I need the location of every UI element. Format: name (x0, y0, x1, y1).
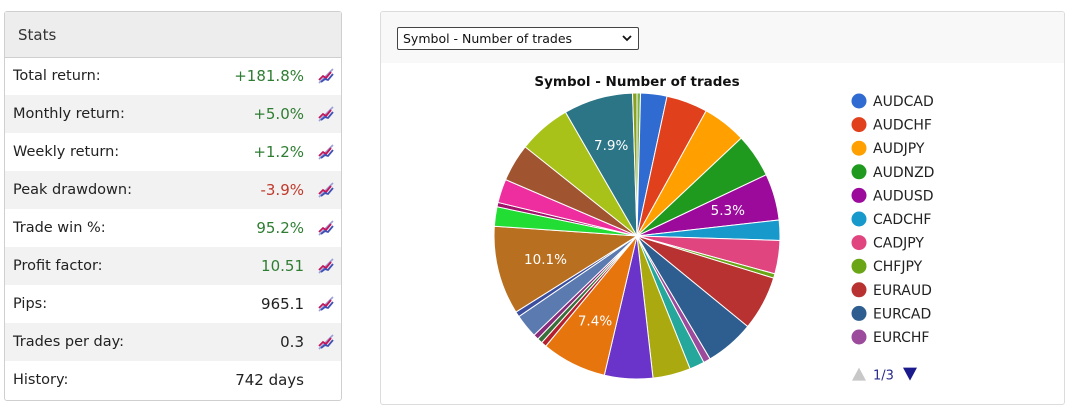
legend-item[interactable]: AUDCHF (851, 117, 932, 134)
legend-page-up-icon[interactable] (852, 367, 866, 381)
stats-title: Stats (18, 25, 57, 44)
chart-icon[interactable] (318, 68, 335, 84)
legend-page-indicator: 1/3 (873, 369, 894, 384)
stat-label: Profit factor: (13, 258, 103, 274)
chart-toolbar: Symbol - Number of trades (381, 12, 1064, 63)
stat-value: 95.2% (256, 219, 304, 237)
legend-label: EURCAD (873, 306, 931, 322)
stat-row: Profit factor: 10.51 (5, 247, 341, 285)
stat-value: +1.2% (253, 143, 304, 161)
legend-swatch (851, 164, 867, 180)
legend-swatch (851, 117, 867, 133)
stat-label: Total return: (13, 68, 101, 84)
legend-label: EURCHF (873, 330, 929, 346)
slice-data-label: 7.4% (578, 314, 612, 330)
stat-value: 10.51 (261, 257, 304, 275)
legend-label: AUDJPY (873, 141, 925, 157)
stat-row: Total return: +181.8% (5, 57, 341, 95)
legend-swatch (851, 282, 867, 298)
chart-icon[interactable] (318, 334, 335, 350)
chart-title: Symbol - Number of trades (534, 74, 739, 90)
chart-panel: Symbol - Number of trades Symbol - Numbe… (380, 11, 1065, 405)
stat-row: Peak drawdown: -3.9% (5, 171, 341, 209)
legend-swatch (851, 258, 867, 274)
legend-item[interactable]: AUDCAD (851, 93, 934, 111)
legend-item[interactable]: EURCAD (851, 305, 932, 323)
legend-label: CADCHF (873, 212, 932, 228)
legend-swatch (851, 329, 867, 345)
stats-header: Stats (5, 12, 341, 58)
stat-label: Monthly return: (13, 106, 125, 122)
chart-icon[interactable] (318, 106, 335, 122)
legend-swatch (851, 235, 867, 251)
slice-data-label: 10.1% (524, 252, 567, 268)
stat-label: Peak drawdown: (13, 182, 132, 198)
chart-type-select[interactable]: Symbol - Number of trades (397, 27, 639, 50)
stat-label: History: (13, 372, 69, 388)
legend-item[interactable]: EURAUD (851, 282, 932, 299)
stat-value: -3.9% (260, 181, 304, 199)
legend-label: AUDNZD (873, 165, 934, 181)
legend-item[interactable]: CADCHF (851, 211, 932, 229)
stat-value: 965.1 (261, 295, 304, 313)
stat-label: Weekly return: (13, 144, 120, 160)
legend-item[interactable]: AUDNZD (851, 164, 935, 181)
stat-label: Trade win %: (13, 220, 106, 236)
legend-page-down-icon[interactable] (903, 367, 917, 381)
legend-label: AUDCAD (873, 94, 934, 110)
stat-value: 0.3 (280, 333, 304, 351)
chart-icon[interactable] (318, 182, 335, 198)
legend-label: EURAUD (873, 283, 932, 299)
stat-row: Trade win %: 95.2% (5, 209, 341, 247)
legend-item[interactable]: EURCHF (851, 329, 930, 347)
chart-icon[interactable] (318, 144, 335, 160)
chevron-down-icon (622, 35, 632, 42)
legend-swatch (851, 305, 867, 321)
pie-chart: Symbol - Number of trades 5.3% 7.4% 10.1% 7.… (493, 74, 935, 384)
legend-label: CADJPY (873, 236, 924, 252)
chart-icon[interactable] (318, 220, 335, 236)
legend-swatch (851, 93, 867, 109)
chart-icon[interactable] (318, 258, 335, 274)
stat-row: Weekly return: +1.2% (5, 133, 341, 171)
stat-row: Trades per day: 0.3 (5, 323, 341, 361)
slice-data-label: 5.3% (711, 203, 745, 219)
stats-panel: Stats Total return: +181.8% Monthly return… (4, 11, 342, 401)
stat-value: +181.8% (234, 67, 304, 85)
stat-value: +5.0% (253, 105, 304, 123)
legend-swatch (851, 211, 867, 227)
stat-label: Trades per day: (13, 334, 125, 350)
legend-item[interactable]: AUDUSD (851, 187, 934, 205)
stat-value: 742 days (235, 371, 304, 389)
stat-label: Pips: (13, 296, 48, 312)
legend-item[interactable]: CADJPY (851, 235, 925, 252)
legend-label: CHFJPY (873, 259, 923, 275)
stat-row: Pips: 965.1 (5, 285, 341, 323)
legend-label: AUDCHF (873, 118, 932, 134)
stat-row: Monthly return: +5.0% (5, 95, 341, 133)
pie-slice[interactable] (493, 225, 639, 313)
legend-swatch (851, 140, 867, 156)
slice-data-label: 7.9% (594, 138, 628, 154)
legend-swatch (851, 187, 867, 203)
legend-item[interactable]: AUDJPY (851, 140, 925, 158)
chart-icon[interactable] (318, 296, 335, 312)
legend-label: AUDUSD (873, 188, 934, 204)
pie-slice[interactable] (632, 92, 638, 237)
chart-type-select-value: Symbol - Number of trades (403, 31, 573, 46)
stat-row: History: 742 days (5, 361, 341, 399)
legend-item[interactable]: CHFJPY (851, 258, 923, 276)
